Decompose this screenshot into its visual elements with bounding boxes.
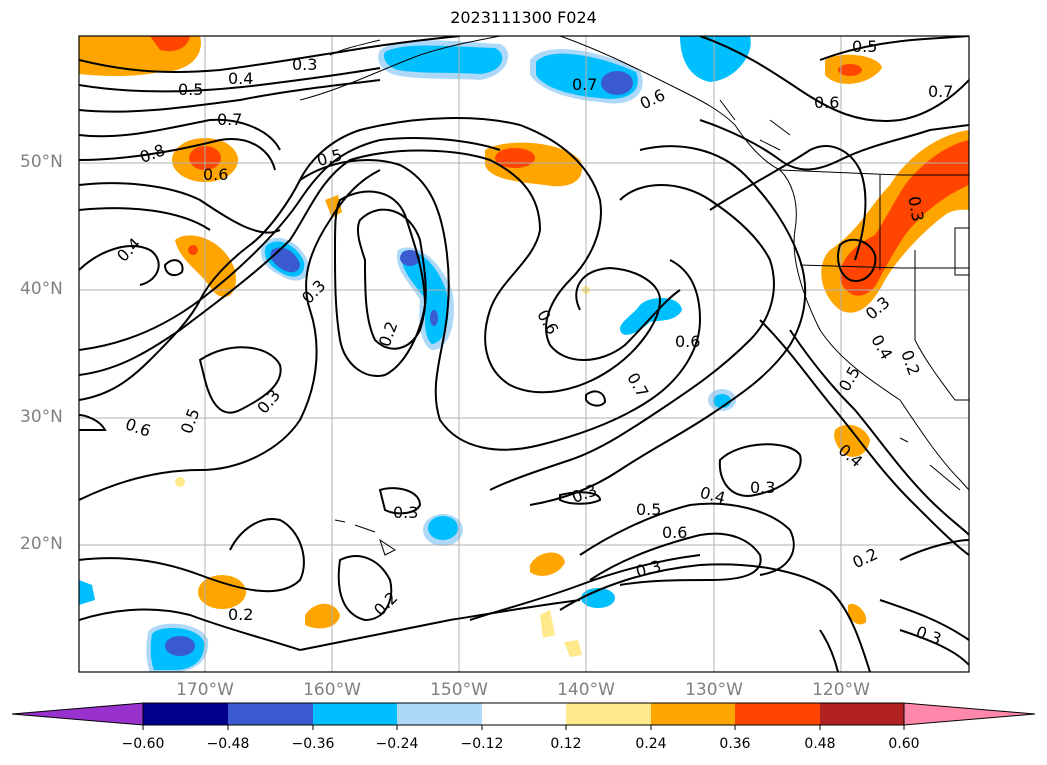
colorbar-tick-label: −0.60 [121,736,165,752]
contour-label: 0.6 [662,523,687,542]
lat-label-50n: 50°N [20,152,63,172]
lat-label-20n: 20°N [20,534,63,554]
contour-label: 0.5 [852,37,877,56]
lon-label-150w: 150°W [430,680,488,700]
lat-label-30n: 30°N [20,407,63,427]
colorbar-segment [820,703,904,725]
contour-label: 0.2 [228,605,253,624]
lon-label-140w: 140°W [557,680,615,700]
colorbar-segment [651,703,735,725]
contour-label: 0.3 [292,55,317,74]
colorbar-tick-label: −0.12 [460,736,504,752]
colorbar-tick-label: 0.48 [804,736,836,752]
lat-label-40n: 40°N [20,279,63,299]
colorbar-tick-label: 0.36 [719,736,751,752]
lon-label-130w: 130°W [685,680,743,700]
lon-label-170w: 170°W [176,680,234,700]
colorbar-segment [482,703,566,725]
contour-label: 0.3 [393,503,418,522]
contour-label: 0.3 [904,195,927,223]
lon-label-160w: 160°W [303,680,361,700]
map-title: 2023111300 F024 [450,8,597,27]
plot-area [79,36,969,672]
contour-label: 0.4 [228,69,253,88]
colorbar-tick-label: −0.48 [206,736,250,752]
colorbar-segment [397,703,482,725]
contour-label: 0.6 [814,93,839,112]
contour-lines [79,36,969,672]
contour-label-group: 0.3 0.4 0.5 0.7 0.8 0.6 0.5 0.7 0.6 0.5 … [113,37,953,649]
colorbar-segment [566,703,651,725]
colorbar-tick-label: 0.60 [888,736,920,752]
colorbar-segment [735,703,820,725]
colorbar-tick-label: −0.24 [375,736,419,752]
colorbar-min-arrow [11,702,144,726]
colorbar-segment [313,703,397,725]
colorbar-segment [228,703,313,725]
colorbar-tick-label: 0.12 [550,736,582,752]
colorbar-segment [143,703,228,725]
coastlines [299,36,969,556]
contour-label: 0.5 [178,80,203,99]
contour-label: 0.6 [675,332,700,351]
contour-label: 0.7 [572,75,597,94]
plot-frame [78,35,970,673]
contour-label: 0.6 [203,165,228,184]
colorbar-max-arrow [903,702,1036,726]
contour-label: 0.7 [928,82,953,101]
colorbar-tick-label: −0.36 [291,736,335,752]
contour-label: 0.3 [750,478,775,497]
lon-label-120w: 120°W [812,680,870,700]
colorbar [11,702,1036,730]
contour-label: 0.5 [636,500,661,519]
contour-label: 0.7 [217,110,242,129]
colorbar-tick-label: 0.24 [635,736,667,752]
